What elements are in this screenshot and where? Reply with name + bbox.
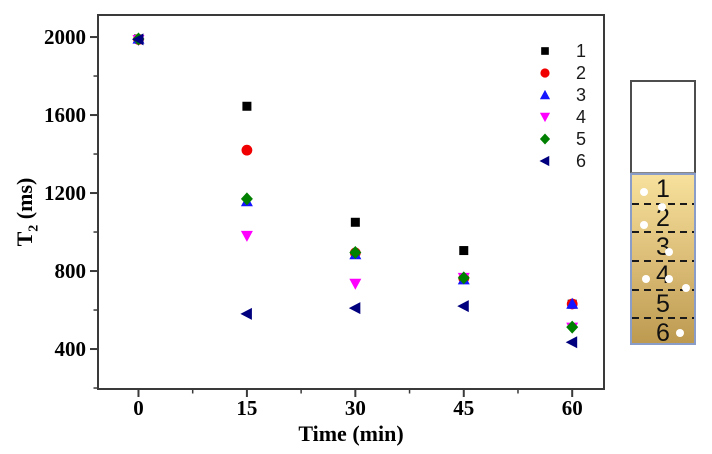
data-point-triangle-left [565, 336, 578, 349]
tube-section-2: 2 [632, 203, 694, 234]
legend-marker-6 [539, 155, 550, 167]
data-point-triangle-left [457, 300, 469, 313]
tube-bubble-dot [681, 283, 690, 292]
legend-label: 6 [576, 151, 586, 171]
tube-bubble-dot [657, 202, 666, 211]
data-point-triangle-down [349, 278, 362, 290]
legend-label: 4 [576, 107, 586, 127]
data-point-triangle-left [131, 33, 144, 46]
x-tick-label: 45 [453, 396, 474, 420]
tube-section-label: 1 [656, 175, 670, 204]
tube-divider-dashed [632, 288, 694, 291]
y-tick-label: 2000 [44, 25, 86, 49]
x-axis-title: Time (min) [298, 421, 404, 446]
legend-label: 1 [576, 41, 586, 61]
tube-section-label: 5 [656, 289, 670, 318]
tube-bubble-dot [640, 187, 649, 196]
data-point-square [242, 101, 252, 111]
legend-label: 3 [576, 85, 586, 105]
plot-frame [97, 14, 605, 390]
data-point-triangle-down [240, 230, 253, 242]
y-axis-title-sub: 2 [26, 224, 42, 232]
data-point-triangle-left [348, 302, 361, 315]
y-tick-label: 1600 [44, 103, 86, 127]
y-tick-label: 800 [55, 259, 87, 283]
tube-bubble-dot [664, 248, 673, 257]
x-tick-label: 60 [562, 396, 583, 420]
legend-label: 2 [576, 63, 586, 83]
legend-marker-1 [541, 47, 549, 55]
tube-section-5: 5 [632, 289, 694, 320]
data-point-triangle-left [240, 307, 252, 320]
x-tick-label: 15 [236, 396, 257, 420]
data-point-square [350, 217, 360, 227]
tube-divider-dashed [632, 231, 694, 234]
y-axis-title-base: T [12, 231, 37, 247]
tube-bubble-dot [639, 221, 648, 230]
data-point-diamond [566, 320, 579, 334]
x-tick-label: 0 [133, 396, 144, 420]
tube-bubble-dot [642, 275, 651, 284]
data-point-circle [241, 144, 253, 156]
tube-divider-dashed [632, 259, 694, 262]
tube-section-6: 6 [632, 318, 694, 347]
data-point-diamond [349, 246, 362, 260]
data-point-triangle-up [566, 297, 579, 309]
data-point-square [459, 246, 469, 256]
legend-marker-5 [539, 133, 551, 145]
legend-marker-4 [539, 112, 551, 123]
data-point-diamond [240, 192, 253, 206]
y-axis-title-units: (ms) [12, 177, 37, 225]
tube-bubble-dot [664, 275, 673, 284]
x-tick-label: 30 [345, 396, 366, 420]
tube-divider-dashed [632, 317, 694, 320]
legend-marker-3 [539, 89, 551, 100]
data-point-diamond [457, 271, 470, 285]
legend-marker-2 [540, 68, 550, 78]
tube-section-3: 3 [632, 232, 694, 262]
tube-section-label: 6 [656, 318, 670, 347]
legend-label: 5 [576, 129, 586, 149]
tube-bubble-dot [676, 328, 685, 337]
y-tick-label: 1200 [44, 181, 86, 205]
y-tick-label: 400 [55, 337, 87, 361]
tube-headspace [630, 80, 696, 173]
tube-section-label: 2 [656, 203, 670, 232]
y-axis-title: T2 (ms) [12, 122, 42, 302]
